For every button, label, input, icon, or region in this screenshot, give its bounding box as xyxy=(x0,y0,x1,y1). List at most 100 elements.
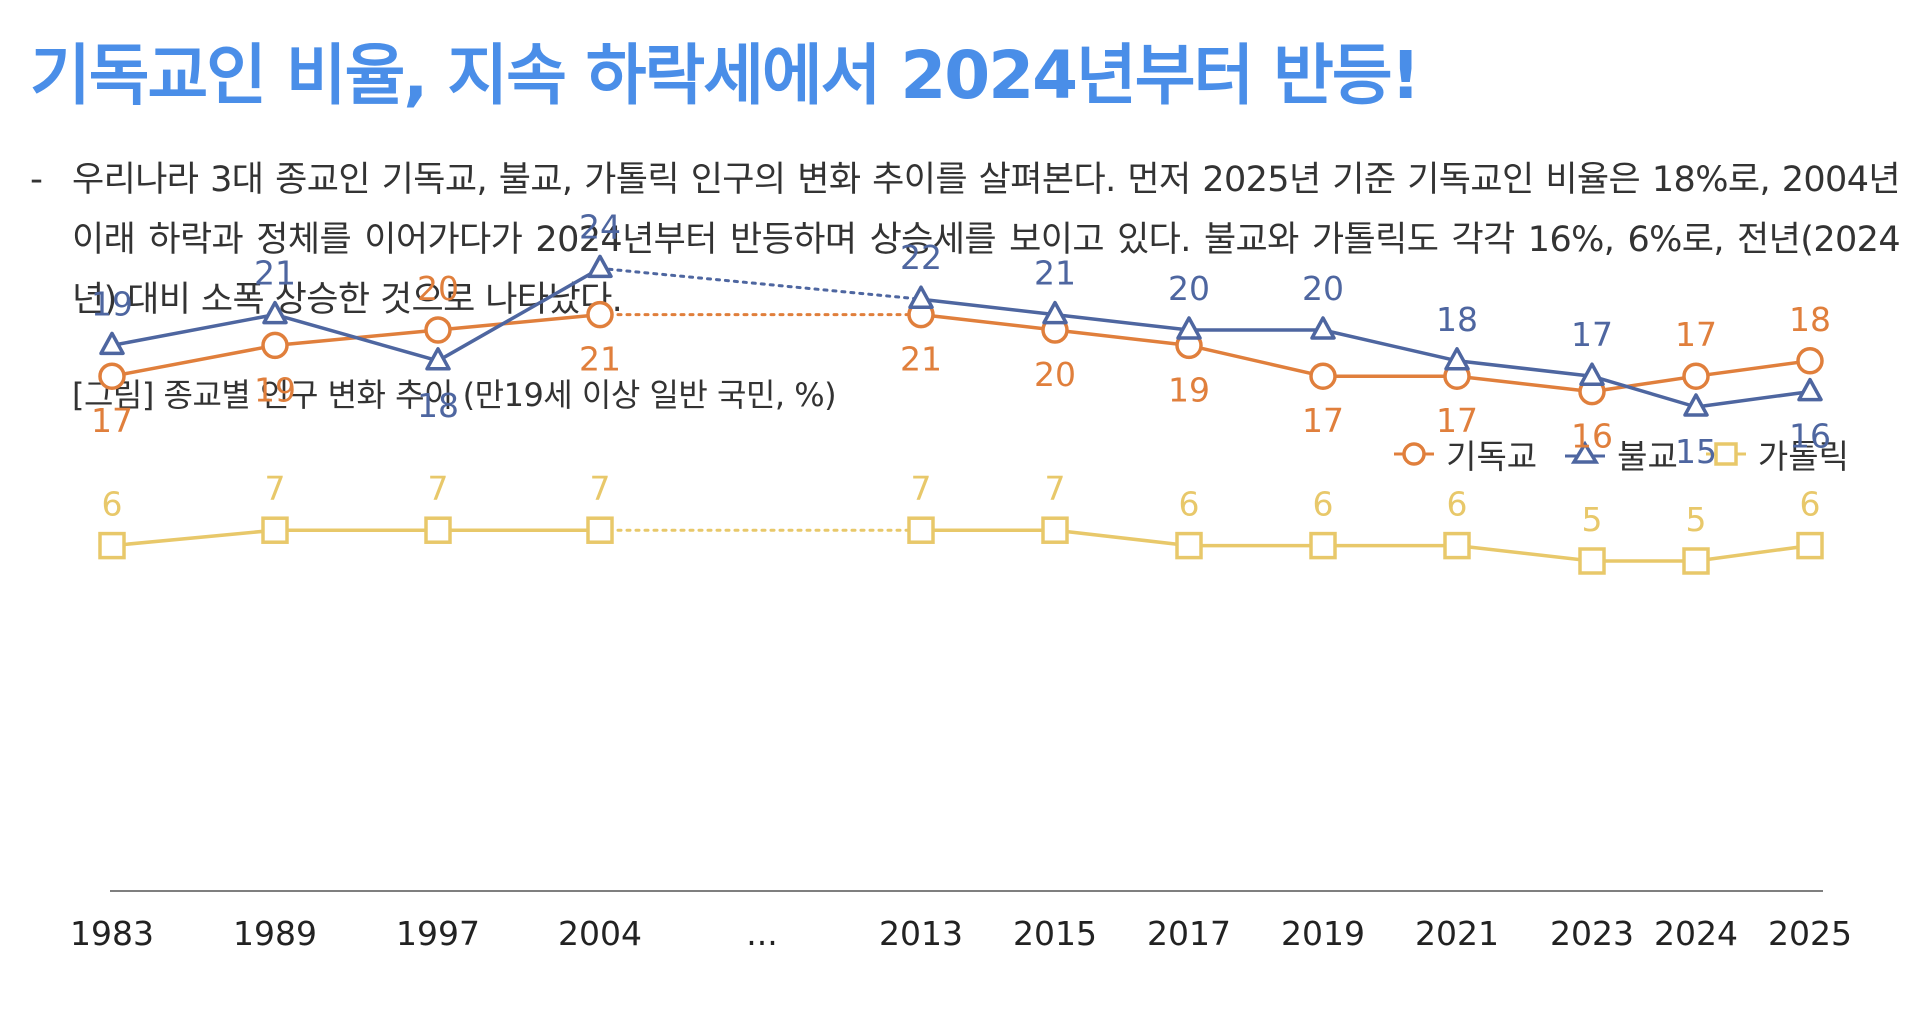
series-gap-connector xyxy=(598,266,923,301)
data-label: 20 xyxy=(1302,269,1344,308)
data-label: 17 xyxy=(1675,315,1717,354)
series-line-segment xyxy=(1694,543,1812,563)
data-point-circle xyxy=(98,362,126,390)
x-tick-label: 2025 xyxy=(1768,914,1852,953)
data-label: 18 xyxy=(417,386,459,425)
data-point-triangle xyxy=(1683,393,1709,417)
data-label: 21 xyxy=(579,340,621,379)
data-point-triangle xyxy=(908,285,934,309)
data-label: 22 xyxy=(900,238,942,277)
series-line-segment xyxy=(1455,374,1594,394)
legend-circle-marker-icon xyxy=(1394,442,1435,466)
data-label: 7 xyxy=(265,469,286,508)
data-label: 21 xyxy=(1034,254,1076,293)
series-line-segment xyxy=(436,312,602,332)
data-point-circle xyxy=(1682,362,1710,390)
x-tick-label: 2024 xyxy=(1654,914,1738,953)
series-line-segment xyxy=(1590,374,1698,409)
legend-triangle-marker-icon xyxy=(1565,440,1606,464)
data-label: 20 xyxy=(417,269,459,308)
summary-text: 우리나라 3대 종교인 기독교, 불교, 가톨릭 인구의 변화 추이를 살펴본다… xyxy=(72,160,1901,320)
data-point-circle xyxy=(586,300,614,329)
data-point-triangle xyxy=(262,300,288,325)
data-point-square xyxy=(1682,547,1710,575)
data-label: 6 xyxy=(1179,485,1200,524)
series-line-segment xyxy=(1053,312,1191,332)
data-label: 6 xyxy=(102,485,123,524)
x-tick-label: 1983 xyxy=(70,914,154,953)
data-point-square xyxy=(424,516,452,544)
data-label: 18 xyxy=(1436,300,1478,339)
data-point-square xyxy=(1041,516,1069,544)
data-point-square xyxy=(1175,531,1203,560)
data-point-triangle xyxy=(425,347,451,371)
data-label: 7 xyxy=(590,469,611,508)
data-label: 5 xyxy=(1686,500,1707,539)
data-label: 20 xyxy=(1168,269,1210,308)
data-point-square xyxy=(1796,531,1824,560)
series-line-segment xyxy=(1694,389,1812,409)
data-label: 17 xyxy=(1302,401,1344,440)
series-line-segment xyxy=(1053,328,1191,348)
data-label: 21 xyxy=(254,254,296,293)
chart-legend: 기독교 불교 가톨릭 xyxy=(1394,430,1849,478)
data-point-square xyxy=(98,531,126,560)
legend-item-buddhist: 불교 xyxy=(1565,430,1678,478)
data-label: 6 xyxy=(1800,485,1821,524)
legend-square-marker-icon xyxy=(1705,442,1746,466)
x-tick-label: 2021 xyxy=(1415,914,1499,953)
data-point-circle xyxy=(1309,362,1337,390)
data-point-triangle xyxy=(1444,347,1470,371)
x-tick-label: 2004 xyxy=(558,914,642,953)
bullet-dash: - xyxy=(30,159,43,200)
x-tick-label: 2017 xyxy=(1147,914,1231,953)
legend-label-buddhist: 불교 xyxy=(1617,437,1678,476)
series-line-segment xyxy=(1053,528,1191,548)
page-title: 기독교인 비율, 지속 하락세에서 2024년부터 반등! xyxy=(30,37,1421,114)
figure-caption: [그림] 종교별 인구 변화 추이 (만19세 이상 일반 국민, %) xyxy=(72,376,837,414)
data-point-triangle xyxy=(99,331,125,356)
series-line-segment xyxy=(1694,359,1812,378)
data-point-square xyxy=(586,516,614,544)
data-point-circle xyxy=(424,316,452,344)
data-label: 16 xyxy=(1571,417,1613,456)
data-label: 15 xyxy=(1675,432,1717,471)
series-line-segment xyxy=(110,312,277,348)
x-tick-label: 2023 xyxy=(1550,914,1634,953)
series-line-segment xyxy=(110,528,277,548)
data-label: 21 xyxy=(900,340,942,379)
legend-item-catholic: 가톨릭 xyxy=(1705,430,1849,478)
series-line-segment xyxy=(1455,359,1594,378)
data-point-square xyxy=(907,516,935,544)
summary-bullet: - 우리나라 3대 종교인 기독교, 불교, 가톨릭 인구의 변화 추이를 살펴… xyxy=(30,150,1901,330)
data-label: 6 xyxy=(1313,485,1334,524)
series-line-segment xyxy=(1187,343,1325,378)
x-tick-label: ... xyxy=(746,914,777,953)
data-point-square xyxy=(1443,531,1471,560)
series-line-segment xyxy=(1590,374,1698,394)
data-point-triangle xyxy=(1310,316,1336,340)
data-point-triangle xyxy=(1176,316,1202,340)
data-point-square xyxy=(1578,547,1606,575)
data-point-triangle xyxy=(1797,377,1823,402)
data-label: 16 xyxy=(1789,417,1831,456)
data-label: 17 xyxy=(91,401,133,440)
data-point-triangle xyxy=(1579,362,1605,386)
x-tick-label: 1989 xyxy=(233,914,317,953)
data-label: 20 xyxy=(1034,355,1076,394)
series-line-segment xyxy=(1321,328,1459,363)
x-tick-label: 2013 xyxy=(879,914,963,953)
series-line-segment xyxy=(110,343,277,378)
data-label: 18 xyxy=(1789,300,1831,339)
data-label: 6 xyxy=(1447,485,1468,524)
x-tick-label: 1997 xyxy=(396,914,480,953)
legend-item-christian: 기독교 xyxy=(1394,430,1537,478)
data-label: 17 xyxy=(1436,401,1478,440)
x-tick-label: 2019 xyxy=(1281,914,1365,953)
legend-label-catholic: 가톨릭 xyxy=(1757,437,1849,476)
data-label: 7 xyxy=(911,469,932,508)
data-label: 17 xyxy=(1571,315,1613,354)
series-line-segment xyxy=(919,297,1057,317)
data-label: 5 xyxy=(1582,500,1603,539)
